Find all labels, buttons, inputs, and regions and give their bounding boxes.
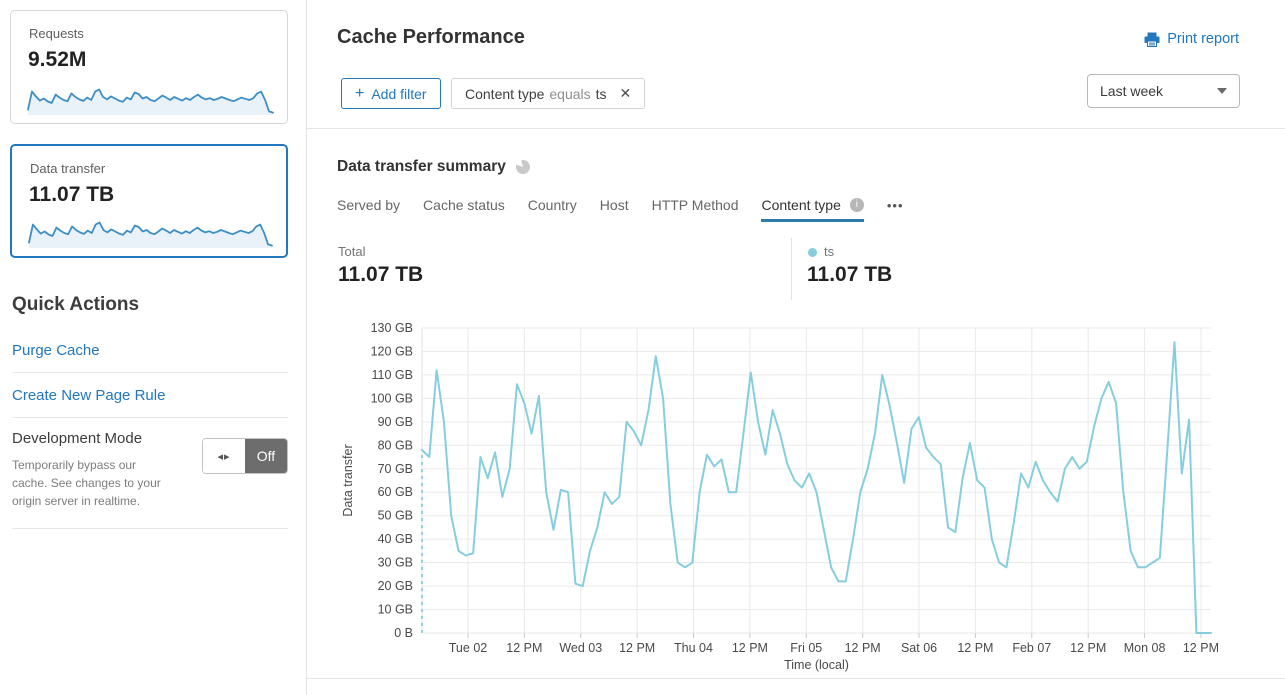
data-transfer-line-chart: 0 B 10 GB 20 GB 30 GB 40 GB 50 GB 60 GB 70 GB 80… bbox=[341, 321, 1219, 672]
filter-chip-value: ts bbox=[595, 85, 607, 102]
main-content: Cache Performance Print report + Add fil… bbox=[306, 0, 1285, 695]
stats-divider bbox=[791, 238, 792, 300]
svg-text:Time (local): Time (local) bbox=[784, 658, 849, 672]
development-mode-title: Development Mode bbox=[12, 430, 143, 447]
print-report-link[interactable]: Print report bbox=[1144, 31, 1239, 47]
filter-chip-field: Content type bbox=[465, 85, 545, 102]
svg-text:0 B: 0 B bbox=[394, 626, 413, 640]
quick-actions-section: Quick Actions Purge Cache Create New Pag… bbox=[12, 294, 288, 529]
svg-text:120 GB: 120 GB bbox=[371, 344, 413, 358]
svg-text:Tue 02: Tue 02 bbox=[449, 641, 488, 655]
svg-text:130 GB: 130 GB bbox=[371, 321, 413, 335]
summary-tabs: Served by Cache status Country Host HTTP… bbox=[337, 197, 904, 222]
svg-text:Wed 03: Wed 03 bbox=[559, 641, 602, 655]
svg-text:12 PM: 12 PM bbox=[1183, 641, 1219, 655]
svg-text:40 GB: 40 GB bbox=[378, 532, 413, 546]
info-icon[interactable]: i bbox=[849, 198, 864, 212]
toggle-arrows-icon: ◂▸ bbox=[203, 439, 245, 473]
svg-text:80 GB: 80 GB bbox=[378, 438, 413, 452]
requests-metric-card[interactable]: Requests 9.52M bbox=[10, 10, 288, 124]
requests-card-label: Requests bbox=[29, 26, 84, 41]
create-page-rule-link[interactable]: Create New Page Rule bbox=[12, 373, 288, 418]
toggle-state-label: Off bbox=[245, 439, 287, 473]
svg-text:12 PM: 12 PM bbox=[506, 641, 542, 655]
sidebar: Requests 9.52M Data transfer 11.07 TB Qu… bbox=[0, 0, 306, 695]
printer-icon bbox=[1144, 32, 1160, 47]
svg-text:30 GB: 30 GB bbox=[378, 556, 413, 570]
summary-section-title-row: Data transfer summary bbox=[337, 158, 530, 176]
filter-chip-operator: equals bbox=[549, 85, 591, 102]
svg-text:Sat 06: Sat 06 bbox=[901, 641, 937, 655]
total-value: 11.07 TB bbox=[338, 263, 424, 286]
footer-divider bbox=[307, 678, 1285, 679]
data-transfer-card-value: 11.07 TB bbox=[29, 183, 115, 206]
svg-text:60 GB: 60 GB bbox=[378, 485, 413, 499]
series-ts-legend-dot bbox=[808, 248, 817, 257]
svg-text:50 GB: 50 GB bbox=[378, 509, 413, 523]
svg-text:12 PM: 12 PM bbox=[619, 641, 655, 655]
more-tabs-icon[interactable]: ••• bbox=[886, 198, 904, 213]
development-mode-block: Development Mode Temporarily bypass our … bbox=[12, 418, 288, 529]
data-transfer-sparkline-chart bbox=[28, 221, 273, 248]
svg-text:12 PM: 12 PM bbox=[957, 641, 993, 655]
remove-filter-icon[interactable]: ✕ bbox=[619, 85, 632, 101]
svg-text:12 PM: 12 PM bbox=[845, 641, 881, 655]
tab-served-by[interactable]: Served by bbox=[337, 197, 401, 213]
svg-text:100 GB: 100 GB bbox=[371, 391, 413, 405]
series-ts-value: 11.07 TB bbox=[807, 263, 893, 286]
tab-country[interactable]: Country bbox=[527, 197, 577, 213]
svg-text:110 GB: 110 GB bbox=[372, 368, 413, 382]
svg-text:70 GB: 70 GB bbox=[378, 462, 413, 476]
purge-cache-link[interactable]: Purge Cache bbox=[12, 328, 288, 373]
svg-text:20 GB: 20 GB bbox=[378, 579, 413, 593]
time-range-select[interactable]: Last week bbox=[1087, 74, 1240, 108]
development-mode-description: Temporarily bypass our cache. See change… bbox=[12, 458, 161, 508]
print-report-label: Print report bbox=[1167, 31, 1239, 47]
requests-card-value: 9.52M bbox=[28, 48, 87, 71]
requests-sparkline-chart bbox=[27, 88, 274, 115]
plus-icon: + bbox=[355, 84, 365, 102]
total-label: Total bbox=[338, 244, 366, 259]
tab-cache-status[interactable]: Cache status bbox=[423, 197, 505, 213]
filter-chip-content-type[interactable]: Content type equals ts ✕ bbox=[451, 78, 646, 109]
svg-text:Fri 05: Fri 05 bbox=[790, 641, 822, 655]
svg-text:Data transfer: Data transfer bbox=[341, 444, 355, 516]
add-filter-label: Add filter bbox=[371, 85, 427, 102]
svg-text:12 PM: 12 PM bbox=[1070, 641, 1106, 655]
time-range-value: Last week bbox=[1100, 83, 1164, 99]
series-ts-legend-label: ts bbox=[824, 244, 835, 259]
add-filter-button[interactable]: + Add filter bbox=[341, 78, 441, 109]
tab-http-method[interactable]: HTTP Method bbox=[651, 197, 739, 213]
data-transfer-card-label: Data transfer bbox=[30, 161, 106, 176]
svg-text:Thu 04: Thu 04 bbox=[674, 641, 713, 655]
svg-text:10 GB: 10 GB bbox=[378, 603, 413, 617]
tab-content-type-label: Content type bbox=[761, 197, 841, 213]
page-title: Cache Performance bbox=[337, 26, 525, 48]
svg-text:Feb 07: Feb 07 bbox=[1012, 641, 1051, 655]
development-mode-text: Development Mode Temporarily bypass our … bbox=[12, 430, 202, 510]
svg-text:90 GB: 90 GB bbox=[378, 415, 413, 429]
summary-title: Data transfer summary bbox=[337, 158, 506, 175]
chevron-down-icon bbox=[1217, 88, 1227, 94]
quick-actions-title: Quick Actions bbox=[12, 294, 140, 315]
svg-text:Mon 08: Mon 08 bbox=[1124, 641, 1166, 655]
header-divider bbox=[307, 128, 1285, 129]
data-transfer-metric-card[interactable]: Data transfer 11.07 TB bbox=[10, 144, 288, 258]
pie-chart-icon bbox=[515, 160, 530, 174]
tab-content-type[interactable]: Content type i bbox=[761, 197, 864, 222]
svg-text:12 PM: 12 PM bbox=[732, 641, 768, 655]
dev-mode-toggle[interactable]: ◂▸ Off bbox=[202, 438, 288, 474]
tab-host[interactable]: Host bbox=[599, 197, 629, 213]
